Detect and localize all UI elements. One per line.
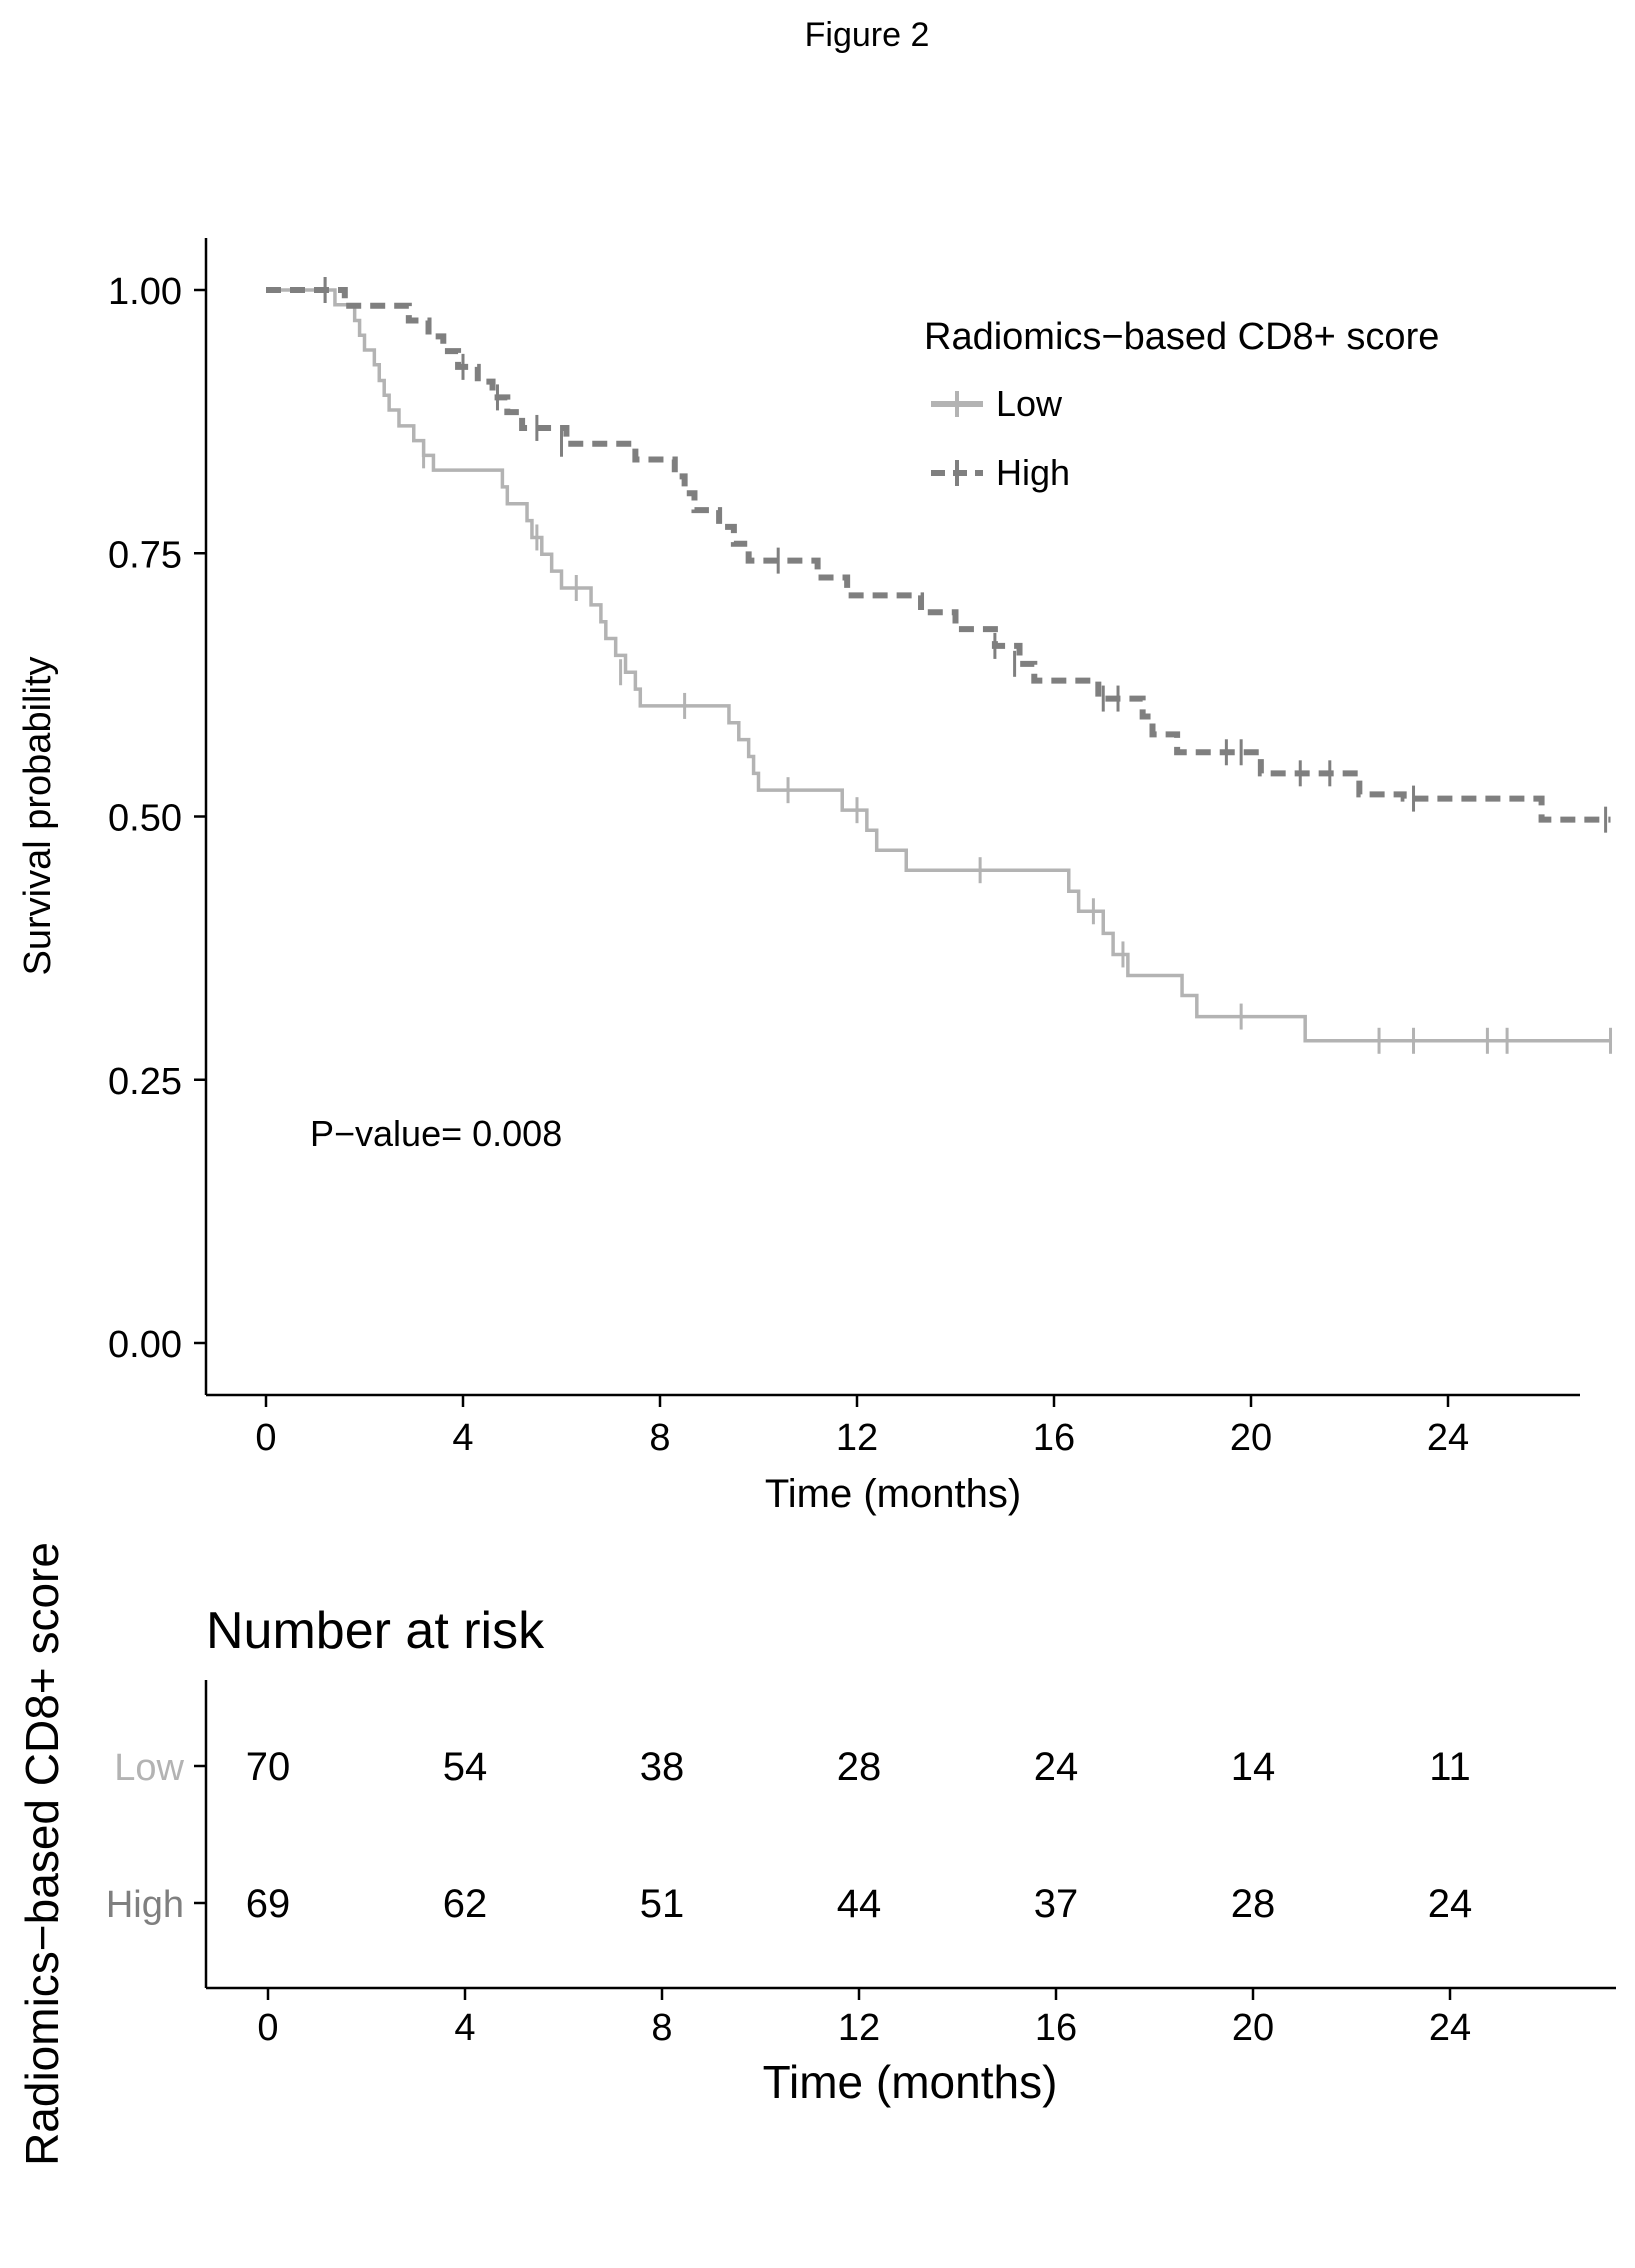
legend-title: Radiomics−based CD8+ score — [924, 316, 1439, 358]
x-tick-label: 4 — [452, 1417, 473, 1459]
risk-x-tick-label: 4 — [454, 2007, 475, 2049]
risk-count-high: 24 — [1428, 1882, 1473, 1926]
legend-item-low: Low — [931, 383, 1063, 424]
legend: Radiomics−based CD8+ score Low High — [924, 316, 1439, 493]
risk-count-high: 69 — [246, 1882, 291, 1926]
risk-count-low: 28 — [837, 1745, 882, 1789]
y-axis-label: Survival probability — [17, 657, 59, 976]
x-tick-label: 8 — [649, 1417, 670, 1459]
x-tick-label: 24 — [1427, 1417, 1469, 1459]
risk-table: Number at risk Low 70 54 38 28 24 14 11 High 69 62… — [16, 1542, 1616, 2166]
risk-x-tick-label: 0 — [257, 2007, 278, 2049]
x-axis-label: Time (months) — [765, 1472, 1021, 1516]
y-tick-label: 1.00 — [108, 271, 182, 313]
km-plot-area: 0.00 0.25 0.50 0.75 1.00 0 4 8 12 16 20 24 Time (m… — [17, 238, 1613, 1516]
risk-x-tick-label: 20 — [1232, 2007, 1274, 2049]
risk-count-low: 70 — [246, 1745, 291, 1789]
risk-row-label-high: High — [106, 1884, 184, 1926]
risk-count-high: 62 — [443, 1882, 488, 1926]
figure-label: Figure 2 — [805, 16, 930, 54]
y-tick-label: 0.50 — [108, 798, 182, 840]
risk-rows: Low 70 54 38 28 24 14 11 High 69 62 51 44 37 28 24 — [106, 1745, 1472, 1926]
legend-label-high: High — [996, 452, 1070, 493]
risk-x-tick-label: 16 — [1035, 2007, 1077, 2049]
survival-curves — [266, 277, 1613, 1054]
survival-curve-high — [266, 287, 1611, 823]
risk-x-tick-label: 12 — [838, 2007, 880, 2049]
risk-count-high: 28 — [1231, 1882, 1276, 1926]
risk-count-high: 44 — [837, 1882, 882, 1926]
risk-count-low: 14 — [1231, 1745, 1276, 1789]
risk-x-axis-label: Time (months) — [763, 2056, 1058, 2108]
risk-table-title: Number at risk — [206, 1602, 545, 1660]
p-value-annotation: P−value= 0.008 — [310, 1113, 562, 1154]
y-tick-label: 0.00 — [108, 1324, 182, 1366]
survival-curve-low — [266, 288, 1611, 1043]
risk-y-axis-label: Radiomics−based CD8+ score — [16, 1542, 68, 2166]
legend-item-high: High — [931, 452, 1070, 493]
risk-count-high: 51 — [640, 1882, 685, 1926]
risk-x-tick-label: 24 — [1429, 2007, 1471, 2049]
x-tick-label: 16 — [1033, 1417, 1075, 1459]
risk-x-tick-label: 8 — [651, 2007, 672, 2049]
y-tick-label: 0.25 — [108, 1061, 182, 1103]
x-ticks: 0 4 8 12 16 20 24 — [255, 1395, 1469, 1459]
risk-count-high: 37 — [1034, 1882, 1079, 1926]
y-tick-label: 0.75 — [108, 534, 182, 576]
legend-label-low: Low — [996, 383, 1063, 424]
risk-x-ticks: 0 4 8 12 16 20 24 — [257, 1988, 1471, 2049]
risk-count-low: 24 — [1034, 1745, 1079, 1789]
y-ticks: 0.00 0.25 0.50 0.75 1.00 — [108, 271, 206, 1366]
risk-count-low: 38 — [640, 1745, 685, 1789]
risk-count-low: 54 — [443, 1745, 488, 1789]
risk-count-low: 11 — [1429, 1745, 1471, 1789]
x-tick-label: 0 — [255, 1417, 276, 1459]
risk-row-label-low: Low — [114, 1747, 184, 1789]
x-tick-label: 20 — [1230, 1417, 1272, 1459]
x-tick-label: 12 — [836, 1417, 878, 1459]
